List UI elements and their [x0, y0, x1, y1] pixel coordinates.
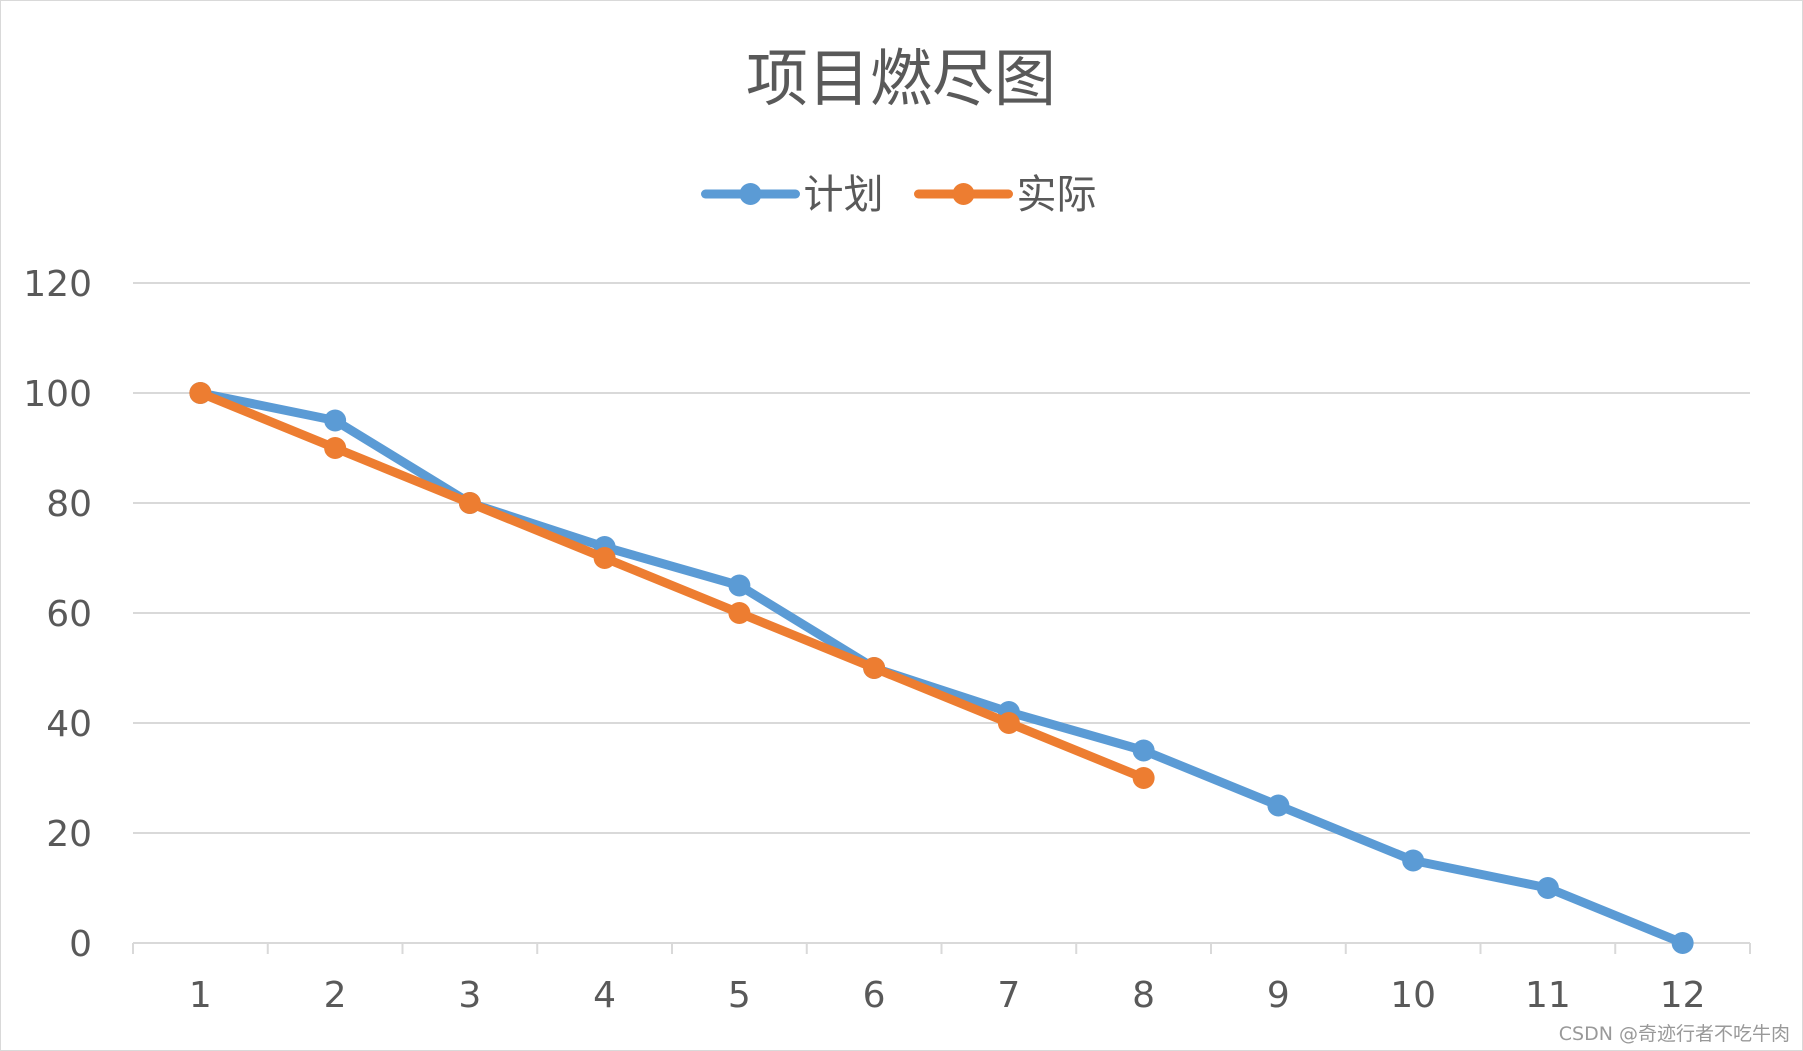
y-tick-label: 100	[23, 374, 92, 415]
y-tick-label: 0	[69, 924, 92, 965]
legend-swatch-marker	[739, 183, 762, 205]
data-point	[1132, 739, 1155, 762]
data-point	[1267, 794, 1290, 817]
x-axis	[132, 942, 1751, 954]
y-tick-label: 40	[46, 704, 92, 745]
gridlines	[133, 282, 1750, 834]
chart-legend: 计划 实际	[701, 172, 1097, 218]
x-axis-labels: 1 2 3 4 5 6 7 8 9 10 11 12	[189, 975, 1706, 1016]
series-lines	[189, 382, 1694, 954]
y-axis-labels: 0 20 40 60 80 100 120	[23, 264, 92, 965]
y-tick-label: 20	[46, 814, 92, 855]
series-line-1	[195, 388, 1688, 948]
y-tick-label: 60	[46, 594, 92, 635]
x-tick-label: 6	[863, 975, 886, 1016]
data-point	[324, 409, 347, 432]
y-tick-label: 80	[46, 484, 92, 525]
data-point	[1671, 932, 1694, 954]
chart-title: 项目燃尽图	[746, 42, 1056, 115]
x-tick-label: 12	[1660, 975, 1706, 1016]
x-tick-label: 3	[458, 975, 481, 1016]
x-tick-label: 2	[324, 975, 347, 1016]
x-tick-label: 11	[1525, 975, 1571, 1016]
legend-label: 实际	[1017, 172, 1097, 218]
x-tick-label: 5	[728, 975, 751, 1016]
data-point	[593, 547, 616, 569]
x-tick-label: 4	[593, 975, 616, 1016]
data-point	[1536, 877, 1559, 899]
legend-label: 计划	[804, 172, 884, 218]
data-point	[1132, 767, 1155, 789]
data-point	[324, 437, 347, 459]
x-tick-label: 1	[189, 975, 212, 1016]
x-tick-label: 10	[1390, 975, 1436, 1016]
y-tick-label: 120	[23, 264, 92, 305]
data-point	[863, 657, 886, 679]
data-point	[1402, 849, 1425, 872]
x-tick-label: 7	[997, 975, 1020, 1016]
data-point	[189, 382, 212, 404]
data-point	[728, 602, 751, 624]
watermark-text: CSDN @奇迹行者不吃牛肉	[1559, 1023, 1790, 1045]
data-point	[997, 712, 1020, 734]
series-line-2	[195, 388, 1149, 783]
x-tick-label: 9	[1267, 975, 1290, 1016]
legend-swatch-marker	[952, 183, 975, 205]
data-point	[728, 574, 751, 597]
x-tick-label: 8	[1132, 975, 1155, 1016]
data-point	[458, 492, 481, 514]
